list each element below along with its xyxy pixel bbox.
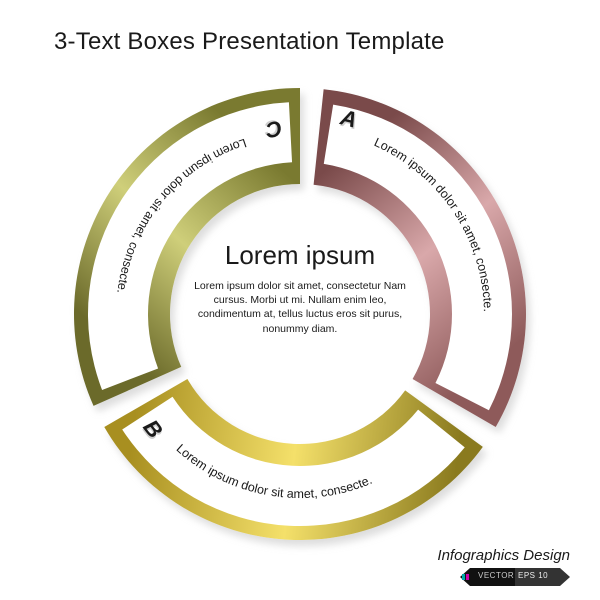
page-title: 3-Text Boxes Presentation Template bbox=[54, 28, 445, 56]
center-block: Lorem ipsum Lorem ipsum dolor sit amet, … bbox=[176, 240, 424, 336]
center-title: Lorem ipsum bbox=[176, 240, 424, 271]
vector-eps-badge: VECTOR EPS 10 bbox=[460, 568, 570, 586]
center-body: Lorem ipsum dolor sit amet, consectetur … bbox=[176, 279, 424, 336]
badge-right-text: EPS 10 bbox=[518, 571, 548, 580]
badge-left-text: VECTOR bbox=[478, 571, 514, 580]
footer-label: Infographics Design bbox=[437, 547, 570, 564]
ring-diagram: AALorem ipsum dolor sit amet, consecte.B… bbox=[50, 70, 550, 560]
